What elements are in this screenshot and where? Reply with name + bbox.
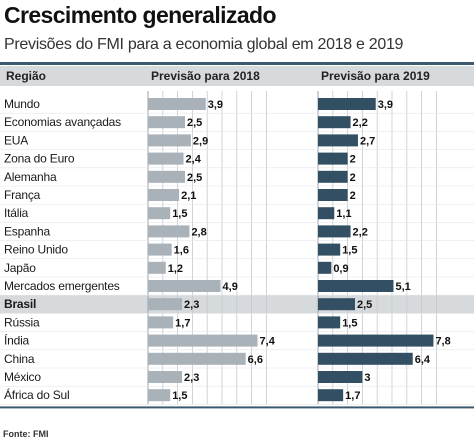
bar-2019: [318, 98, 376, 110]
data-label-2018: 6,6: [248, 354, 263, 366]
data-label-2019: 1,7: [345, 390, 360, 402]
data-label-2019: 1,5: [342, 245, 357, 257]
bar-2018: [148, 134, 191, 147]
category-label: Itália: [4, 206, 29, 220]
bar-2019: [318, 316, 341, 329]
bar-2019: [318, 152, 348, 165]
category-label: Economias avançadas: [4, 115, 121, 129]
data-label-2018: 1,6: [174, 245, 189, 257]
bar-2019: [318, 189, 348, 201]
data-label-2019: 2,5: [357, 299, 372, 311]
bar-2019: [318, 261, 332, 274]
bar-2018: [148, 152, 184, 165]
bar-2019: [318, 170, 348, 183]
bar-2018: [148, 225, 190, 238]
bar-2019: [318, 243, 341, 256]
bar-2019: [318, 334, 434, 347]
data-label-2019: 2: [350, 190, 356, 202]
data-label-2019: 1,1: [336, 208, 351, 220]
bar-2019: [318, 389, 344, 402]
bar-2018: [148, 207, 171, 220]
top-rule: [0, 62, 474, 65]
bar-2019: [318, 207, 335, 220]
bar-2019: [318, 116, 351, 129]
category-label: Mercados emergentes: [4, 279, 120, 293]
bar-2018: [148, 243, 172, 256]
column-header-2019: Previsão para 2019: [321, 69, 430, 83]
data-label-2019: 2,2: [353, 226, 368, 238]
bar-2019: [318, 371, 363, 383]
bar-2019: [318, 298, 355, 311]
data-label-2018: 2,5: [187, 117, 202, 129]
bar-2018: [148, 116, 185, 129]
category-label: Rússia: [4, 315, 40, 329]
data-label-2019: 2: [350, 154, 356, 166]
data-label-2019: 6,4: [415, 354, 431, 366]
category-label: África do Sul: [4, 387, 69, 402]
bar-2019: [318, 134, 358, 147]
bar-2018: [148, 316, 174, 329]
bar-2018: [148, 334, 258, 347]
category-label: México: [4, 370, 41, 384]
data-label-2019: 2,2: [353, 117, 368, 129]
data-label-2018: 1,5: [172, 208, 187, 220]
category-label: EUA: [4, 133, 28, 147]
bar-2018: [148, 298, 183, 311]
category-label: China: [4, 352, 35, 366]
data-label-2019: 3,9: [378, 99, 393, 111]
data-label-2019: 7,8: [435, 336, 450, 348]
bar-2019: [318, 225, 351, 238]
bar-2019: [318, 280, 394, 292]
category-label: Alemanha: [4, 170, 57, 184]
data-label-2019: 5,1: [395, 281, 410, 293]
data-label-2019: 2: [350, 172, 356, 184]
bar-2018: [148, 389, 171, 402]
category-label: França: [4, 188, 41, 202]
bar-2018: [148, 189, 180, 201]
source-note: Fonte: FMI: [3, 429, 49, 439]
data-label-2018: 2,3: [184, 372, 199, 384]
column-header-2018: Previsão para 2018: [151, 69, 260, 83]
bar-2018: [148, 261, 166, 274]
chart-subtitle: Previsões do FMI para a economia global …: [4, 36, 404, 53]
data-label-2018: 7,4: [260, 336, 276, 348]
header-band: [0, 66, 474, 86]
data-label-2019: 0,9: [333, 263, 348, 275]
category-label: Índia: [4, 333, 30, 348]
category-label: Japão: [4, 261, 36, 275]
data-label-2018: 2,3: [184, 299, 199, 311]
column-header-region: Região: [6, 69, 46, 83]
data-label-2018: 1,2: [168, 263, 183, 275]
category-label: Zona do Euro: [4, 152, 75, 166]
data-label-2019: 3: [364, 372, 370, 384]
bar-2018: [148, 280, 221, 292]
data-label-2018: 2,5: [187, 172, 202, 184]
data-label-2018: 2,4: [186, 154, 202, 166]
data-label-2018: 2,9: [193, 135, 208, 147]
data-label-2018: 2,8: [191, 226, 206, 238]
chart-title: Crescimento generalizado: [4, 2, 277, 28]
bar-2018: [148, 170, 185, 183]
data-label-2019: 2,7: [360, 135, 375, 147]
data-label-2018: 1,5: [172, 390, 187, 402]
category-label: Reino Unido: [4, 243, 68, 257]
category-label: Brasil: [4, 297, 36, 311]
category-label: Espanha: [4, 224, 50, 238]
data-label-2019: 1,5: [342, 317, 357, 329]
data-label-2018: 4,9: [223, 281, 238, 293]
bottom-rule: [0, 406, 474, 409]
data-label-2018: 2,1: [181, 190, 196, 202]
bar-2019: [318, 352, 413, 365]
data-label-2018: 3,9: [208, 99, 223, 111]
bar-2018: [148, 352, 246, 365]
bar-2018: [148, 98, 206, 110]
bar-2018: [148, 371, 183, 383]
category-label: Mundo: [4, 97, 40, 111]
data-label-2018: 1,7: [175, 317, 190, 329]
